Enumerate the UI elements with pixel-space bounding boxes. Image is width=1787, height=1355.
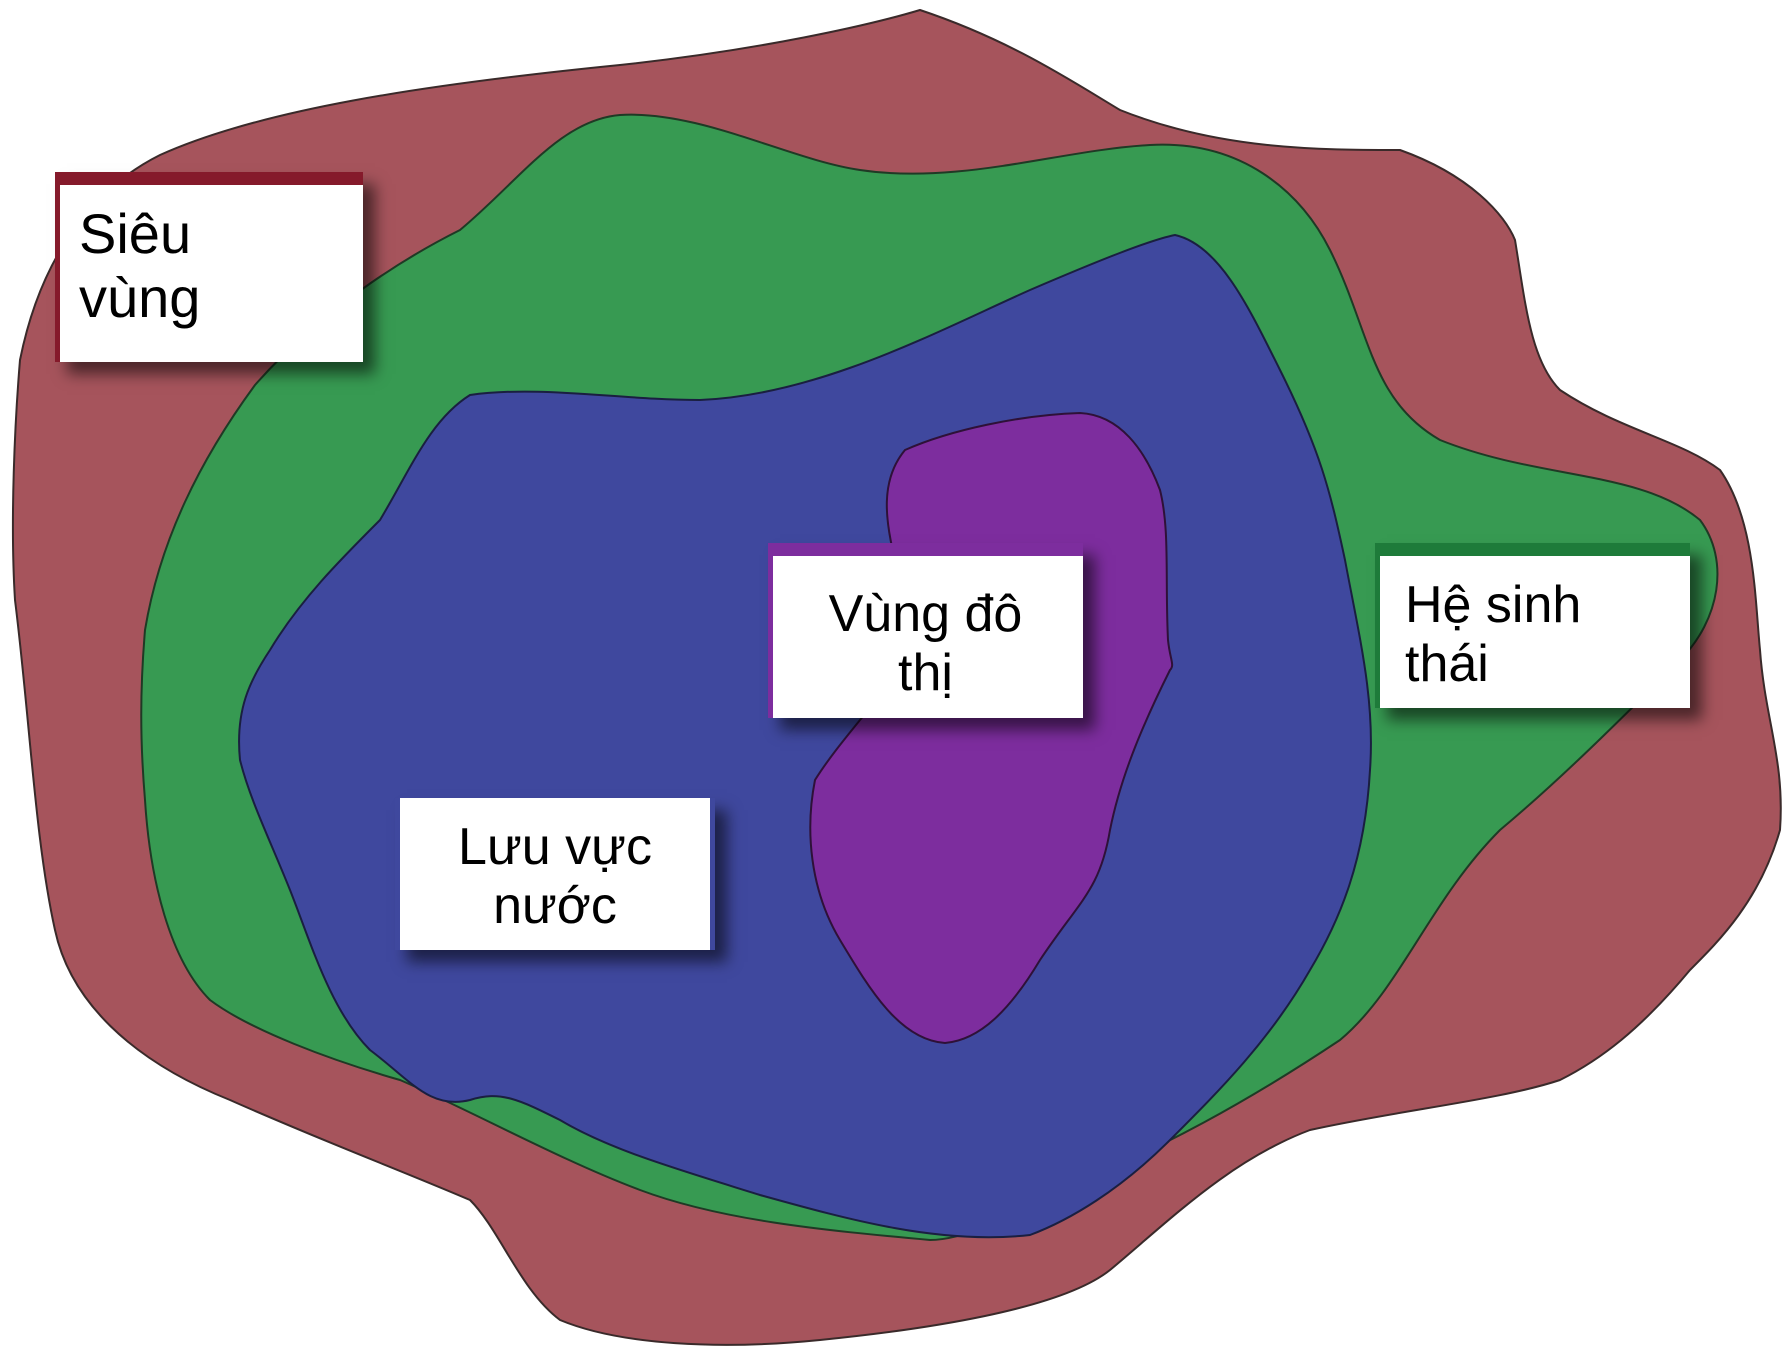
urban-area-label: Vùng đô thị	[768, 543, 1083, 718]
watershed-label-edge-right	[710, 798, 715, 950]
watershed-line2: nước	[493, 877, 617, 936]
supra-region-label-text: Siêu vùng	[79, 202, 200, 330]
watershed-label-edge-left	[395, 798, 400, 950]
supra-region-label: Siêu vùng	[55, 172, 363, 362]
urban-area-line2: thị	[898, 644, 953, 703]
ecosystem-label-edge	[1375, 543, 1380, 708]
ecosystem-line2: thái	[1405, 635, 1489, 694]
urban-area-line1: Vùng đô	[828, 585, 1023, 643]
urban-area-label-bar	[768, 543, 1083, 556]
watershed-label-text: Lưu vực nước	[395, 818, 715, 937]
watershed-line1: Lưu vực	[458, 818, 652, 876]
urban-area-label-edge	[768, 543, 773, 718]
ecosystem-line1: Hệ sinh	[1405, 576, 1582, 634]
supra-region-label-bar	[55, 172, 363, 185]
supra-region-label-edge	[55, 172, 60, 362]
ecosystem-label-text: Hệ sinh thái	[1405, 576, 1581, 695]
urban-area-label-text: Vùng đô thị	[768, 585, 1083, 704]
watershed-label: Lưu vực nước	[395, 798, 715, 950]
supra-region-line1: Siêu	[79, 202, 192, 265]
ecosystem-label-bar	[1375, 543, 1690, 556]
ecosystem-label: Hệ sinh thái	[1375, 543, 1690, 708]
supra-region-line2: vùng	[79, 265, 201, 329]
